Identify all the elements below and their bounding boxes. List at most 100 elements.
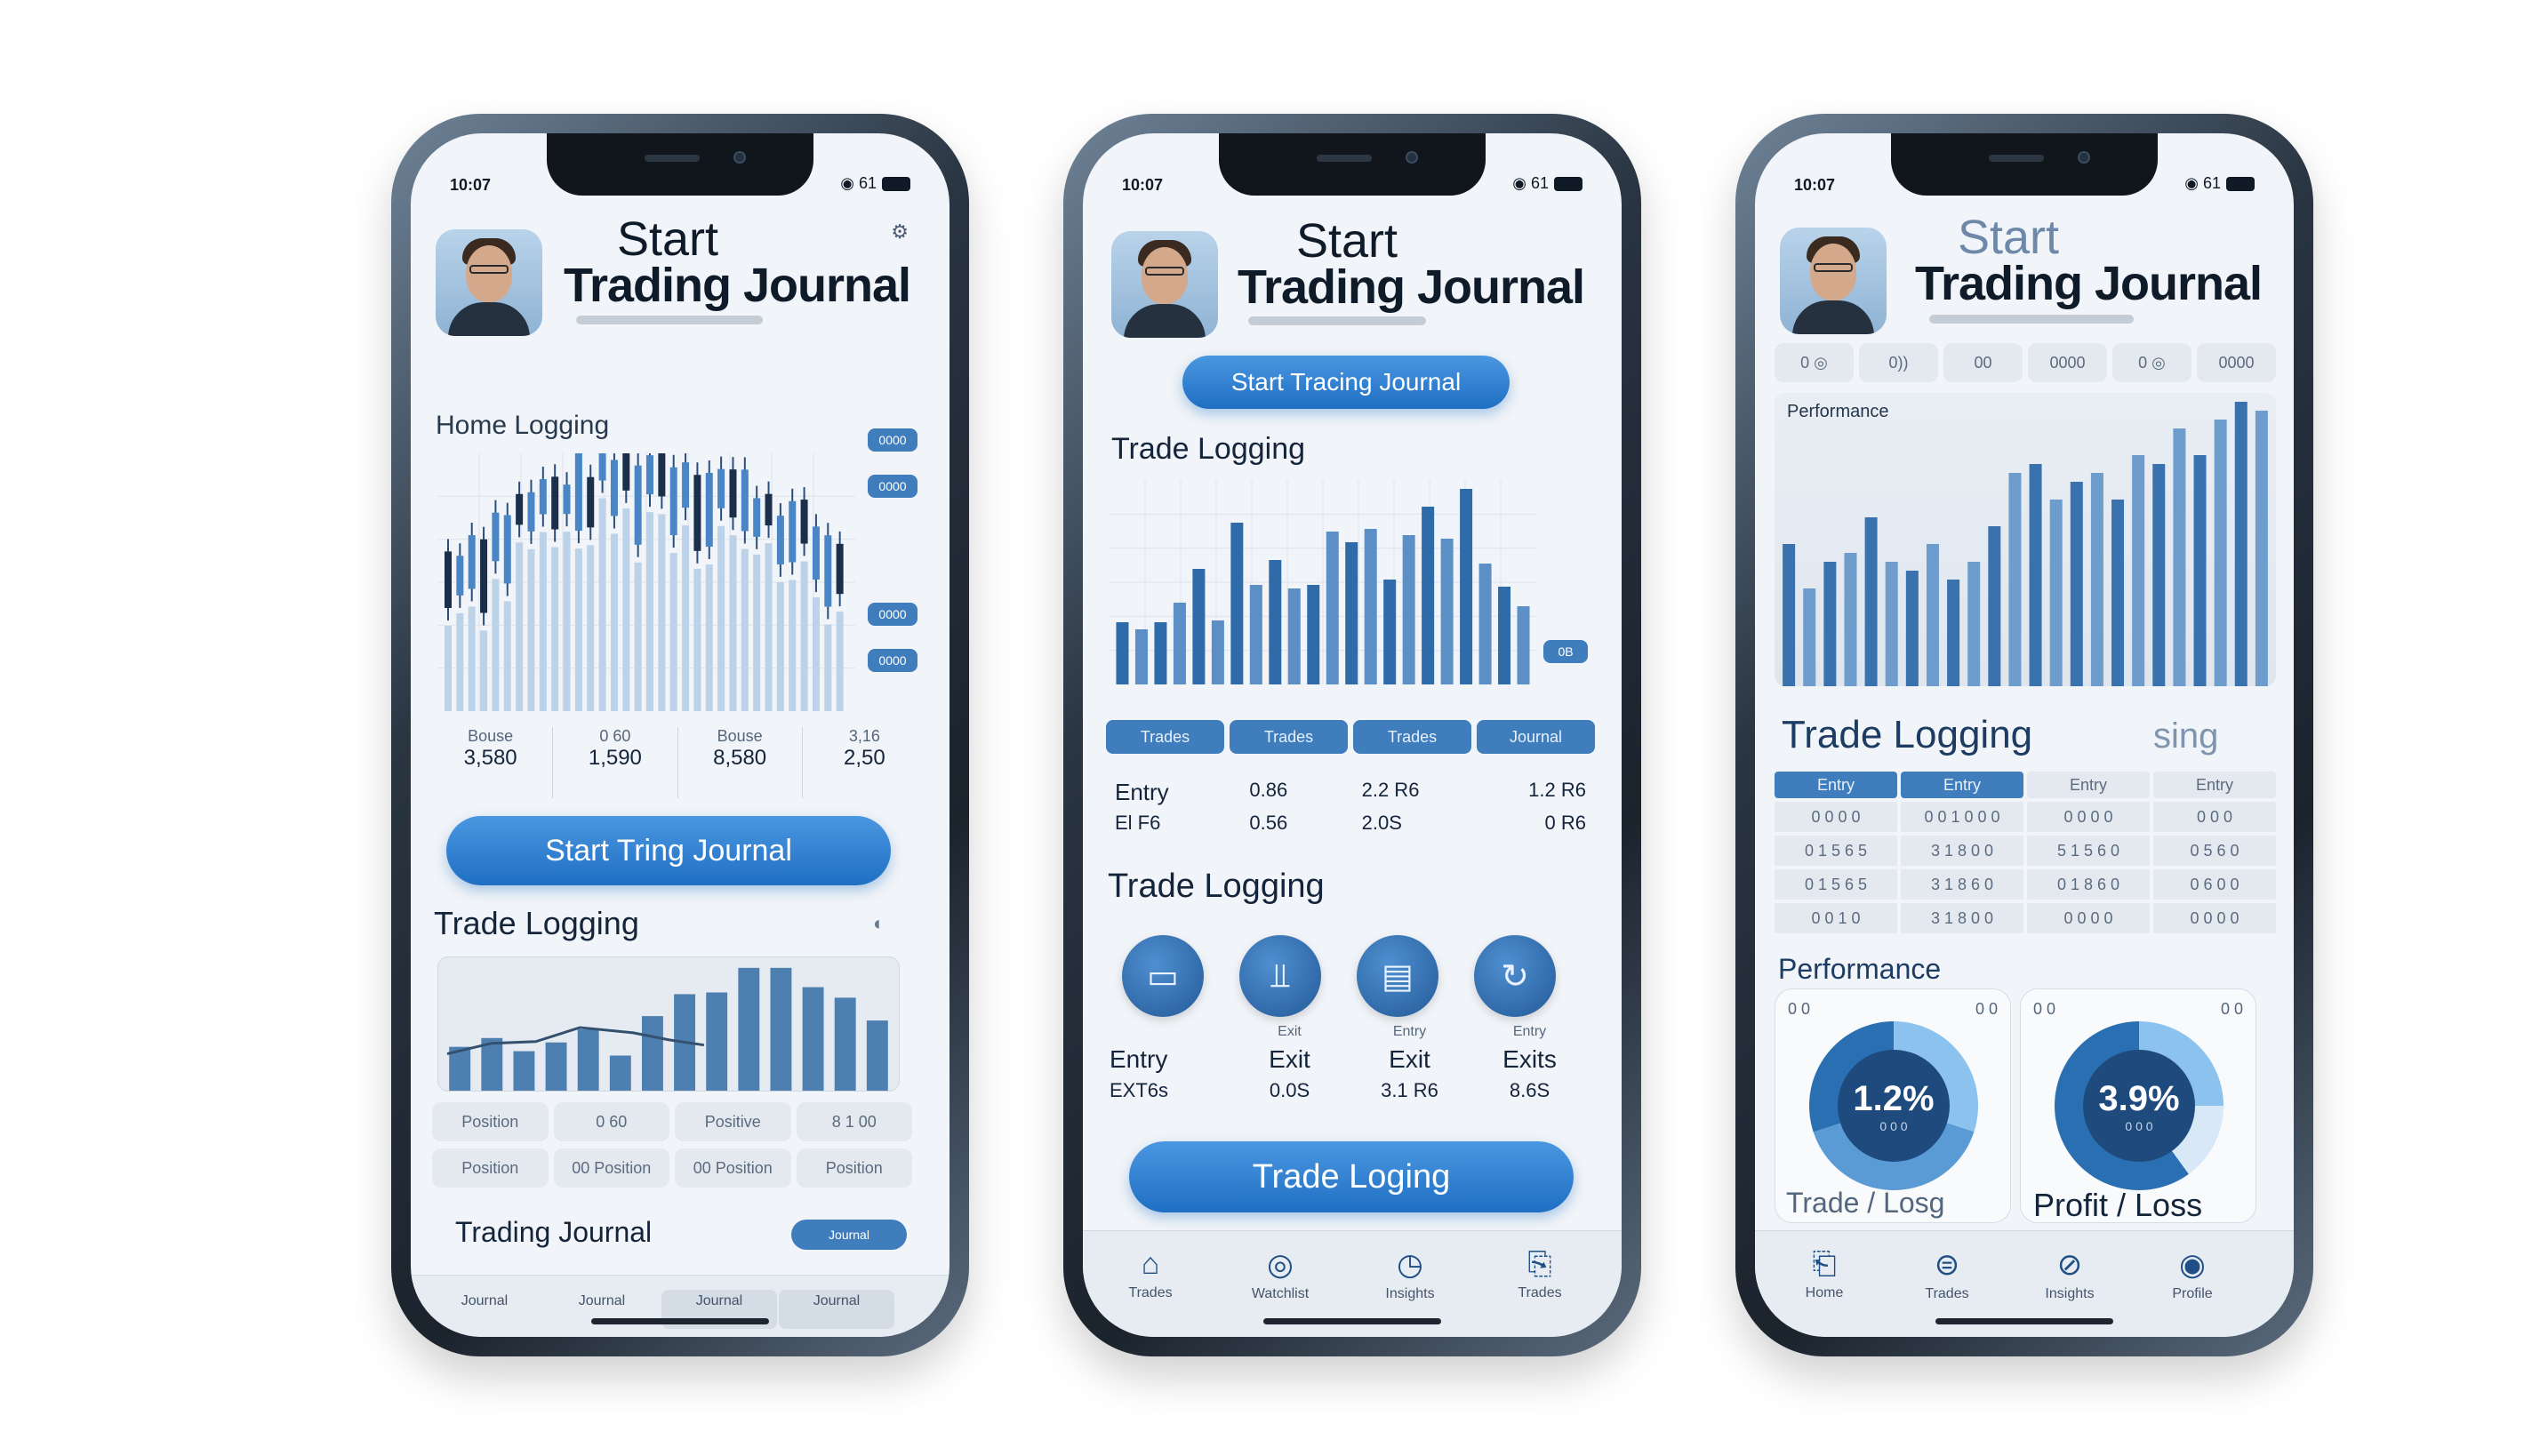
trend-line — [446, 1026, 705, 1055]
bar — [1192, 569, 1206, 684]
performance-card-1[interactable]: 0 0 0 0 1.2% 0 0 0 Trade / Losg — [1775, 988, 2011, 1223]
bar — [481, 1037, 503, 1091]
filter-chip[interactable]: 0 ◎ — [1775, 343, 1854, 382]
candle — [634, 465, 642, 545]
filter-chip-row: 0 ◎ 0)) 00 0000 0 ◎ 0000 — [1775, 343, 2276, 382]
bar — [1823, 562, 1837, 686]
bar — [1383, 580, 1397, 684]
chart-range-tag[interactable]: 0000 — [868, 649, 917, 672]
notch — [1891, 133, 2158, 196]
section-chart-label: Trade Logging — [1111, 432, 1306, 466]
chart-icon[interactable]: ⫫ — [1239, 935, 1321, 1017]
volume-bar — [634, 562, 642, 711]
bar — [1345, 542, 1358, 684]
volume-bar — [503, 601, 511, 711]
candle — [824, 535, 832, 607]
filter-chip[interactable]: 0 ◎ — [2112, 343, 2191, 382]
avatar[interactable] — [436, 229, 542, 336]
chart-value-tag[interactable]: 0B — [1543, 640, 1588, 663]
bar — [1326, 532, 1339, 684]
bar — [1230, 523, 1244, 684]
chart-label: Home Logging — [436, 411, 610, 440]
avatar[interactable] — [1111, 231, 1218, 338]
tab-home[interactable]: ⎗ Home — [1805, 1247, 1844, 1300]
tab-2[interactable]: Journal — [578, 1293, 626, 1308]
refresh-icon[interactable]: ↻ — [1474, 935, 1556, 1017]
tab-insights[interactable]: ⊘ Insights — [2045, 1248, 2095, 1301]
entry-icon[interactable]: ▭ — [1122, 935, 1204, 1017]
tab-profile[interactable]: ◉ Profile — [2172, 1248, 2213, 1301]
bar — [1885, 562, 1898, 686]
bar — [545, 1042, 567, 1091]
volume-bar — [682, 525, 690, 711]
status-time: 10:07 — [450, 176, 492, 194]
candle — [480, 539, 488, 613]
home-indicator — [591, 1318, 769, 1324]
chip[interactable]: Trades — [1106, 720, 1224, 754]
bar — [1249, 585, 1262, 684]
filter-chip[interactable]: 00 — [1943, 343, 2023, 382]
bar — [1134, 629, 1148, 684]
candle — [682, 462, 690, 508]
chart-range-tag[interactable]: 0000 — [868, 475, 917, 498]
bar — [2049, 500, 2063, 686]
candle — [516, 493, 524, 525]
tab-trades[interactable]: ⊜ Trades — [1925, 1248, 1969, 1301]
bar — [1422, 507, 1435, 684]
tab-insights[interactable]: ◷ Insights — [1385, 1248, 1435, 1301]
filter-chip[interactable]: 0)) — [1859, 343, 1938, 382]
phone-3-screen: 10:07 ◉ 61 Start Trading Journal 0 ◎ 0))… — [1755, 133, 2294, 1337]
chart-range-tag[interactable]: 0000 — [868, 428, 917, 452]
tab-4[interactable]: Journal — [779, 1290, 894, 1329]
bar — [1269, 560, 1282, 684]
signal-icon: ◉ 61 — [1512, 174, 1549, 192]
chip[interactable]: Journal — [1477, 720, 1595, 754]
phone-1-screen: 10:07 ◉ 61 Start Trading Journal ⚙ Home … — [411, 133, 949, 1337]
chart-range-tag[interactable]: 0000 — [868, 603, 917, 626]
journal-tag[interactable]: Journal — [791, 1220, 907, 1250]
volume-bar — [610, 533, 618, 711]
volume-bar — [551, 547, 559, 711]
candle — [741, 469, 749, 532]
bar — [1905, 571, 1919, 686]
volume-bar — [741, 548, 749, 711]
signal-icon: ◉ 61 — [2184, 174, 2221, 192]
tab-more[interactable]: ⎘ Trades — [1518, 1247, 1562, 1300]
tab-1[interactable]: Journal — [461, 1293, 509, 1308]
volume-bar — [563, 532, 571, 711]
more-icon[interactable]: ◐ — [873, 912, 885, 934]
avatar[interactable] — [1780, 228, 1887, 334]
chip[interactable]: Trades — [1230, 720, 1348, 754]
volume-bar — [480, 630, 488, 711]
volume-bar — [598, 498, 606, 711]
bar — [1478, 564, 1492, 684]
tab-trades[interactable]: ⌂ Trades — [1128, 1247, 1173, 1300]
bar — [1803, 588, 1816, 686]
filter-chip[interactable]: 0000 — [2197, 343, 2276, 382]
start-journal-button[interactable]: Start Tring Journal — [446, 816, 891, 885]
status-icons: ◉ 61 — [2184, 174, 2255, 193]
volume-bar-chart — [1110, 480, 1536, 684]
battery-icon — [2226, 176, 2255, 191]
page-title: Trading Journal — [564, 259, 911, 312]
performance-card-2[interactable]: 0 0 0 0 3.9% 0 0 0 Profit / Loss — [2020, 988, 2256, 1223]
section-trade-logging: Trade Logging — [1782, 713, 2033, 756]
tab-bar: Journal Journal Journal Journal — [411, 1275, 949, 1337]
start-journal-button[interactable]: Start Tracing Journal — [1182, 356, 1510, 409]
title-start: Start — [1296, 214, 1398, 268]
candle — [812, 526, 820, 580]
bar — [1364, 529, 1377, 684]
tab-watchlist[interactable]: ◎ Watchlist — [1251, 1248, 1310, 1301]
filter-chip[interactable]: 0000 — [2028, 343, 2107, 382]
volume-bar — [587, 545, 595, 711]
volume-bar — [717, 525, 725, 711]
wallet-icon[interactable]: ▤ — [1357, 935, 1438, 1017]
chip[interactable]: Trades — [1353, 720, 1471, 754]
bar — [2152, 464, 2166, 686]
trade-logging-button[interactable]: Trade Loging — [1129, 1141, 1574, 1212]
page-title: Trading Journal — [1915, 257, 2263, 310]
bar — [1498, 587, 1511, 684]
settings-icon[interactable]: ⚙ — [891, 220, 909, 243]
bar — [1967, 562, 1981, 686]
